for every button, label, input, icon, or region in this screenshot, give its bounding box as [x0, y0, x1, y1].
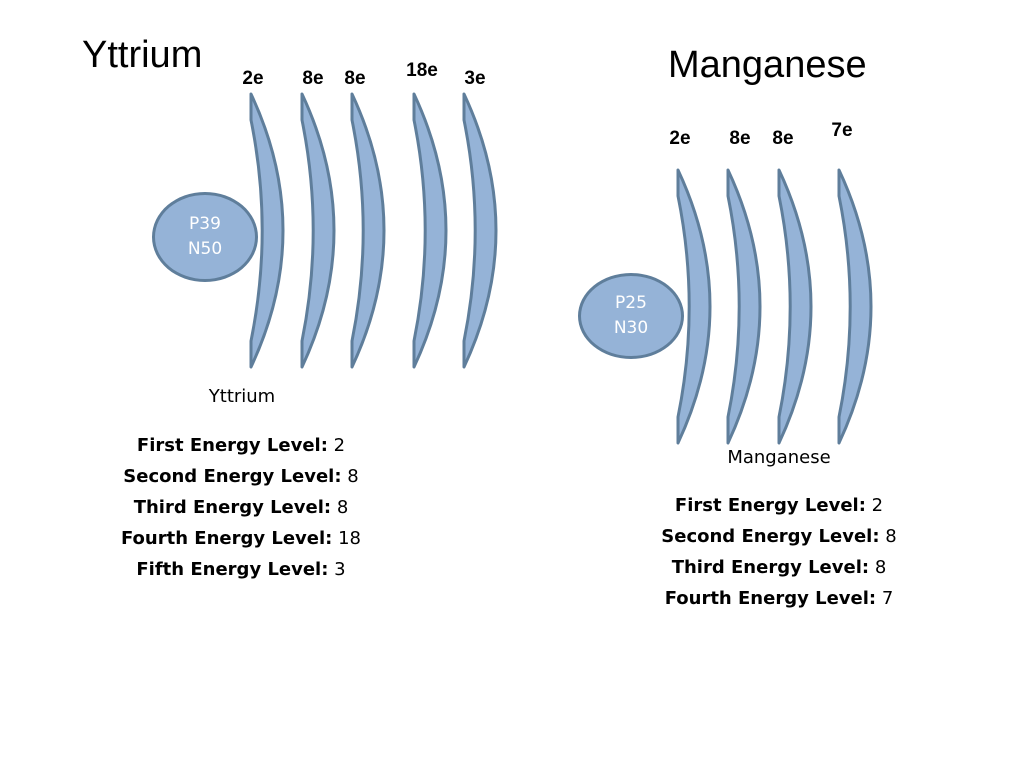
manganese-caption: Manganese [727, 447, 831, 468]
level-value: 7 [881, 588, 894, 609]
manganese-shell-label-2: 8e [729, 128, 751, 149]
yttrium-shell-label-5: 3e [464, 68, 486, 89]
level-value: 3 [334, 559, 346, 580]
yttrium-energy-levels: First Energy Level: 2 Second Energy Leve… [121, 430, 361, 585]
manganese-shell-arcs [676, 168, 873, 445]
level-label: First Energy Level: [136, 435, 328, 456]
manganese-proton-count: P25 [615, 293, 647, 313]
yttrium-shell-arc-1 [249, 92, 285, 369]
manganese-shell-arc-1 [676, 168, 712, 445]
yttrium-neutron-count: N50 [187, 239, 223, 259]
manganese-level-row: First Energy Level: 2 [661, 490, 896, 521]
yttrium-shell-arc-5 [462, 92, 498, 369]
manganese-title: Manganese [668, 44, 867, 86]
manganese-shell-arc-3 [777, 168, 813, 445]
manganese-shell-arc-4 [837, 168, 873, 445]
level-value: 2 [333, 435, 346, 456]
level-label: First Energy Level: [674, 495, 866, 516]
yttrium-shell-label-1: 2e [242, 68, 264, 89]
manganese-level-row: Third Energy Level: 8 [661, 552, 896, 583]
level-label: Second Energy Level: [661, 526, 880, 547]
manganese-shell-label-4: 7e [831, 120, 853, 141]
yttrium-level-row: Third Energy Level: 8 [121, 492, 361, 523]
yttrium-shell-label-3: 8e [344, 68, 366, 89]
yttrium-nucleus: P39 N50 [152, 192, 258, 282]
yttrium-level-row: Second Energy Level: 8 [121, 461, 361, 492]
yttrium-caption: Yttrium [208, 386, 276, 407]
level-label: Third Energy Level: [671, 557, 870, 578]
yttrium-shell-arc-3 [350, 92, 386, 369]
yttrium-shell-arc-2 [300, 92, 336, 369]
level-label: Fourth Energy Level: [120, 528, 333, 549]
level-value: 8 [336, 497, 349, 518]
yttrium-level-row: First Energy Level: 2 [121, 430, 361, 461]
yttrium-shell-arcs [249, 92, 498, 369]
yttrium-level-row: Fourth Energy Level: 18 [121, 523, 361, 554]
level-value: 2 [871, 495, 884, 516]
yttrium-shell-arc-4 [412, 92, 448, 369]
yttrium-shell-label-2: 8e [302, 68, 324, 89]
level-label: Fifth Energy Level: [136, 559, 329, 580]
manganese-level-row: Fourth Energy Level: 7 [661, 583, 896, 614]
manganese-shell-label-1: 2e [669, 128, 691, 149]
yttrium-title: Yttrium [82, 34, 203, 76]
level-label: Fourth Energy Level: [664, 588, 877, 609]
level-value: 8 [885, 526, 897, 547]
manganese-level-row: Second Energy Level: 8 [661, 521, 896, 552]
yttrium-shell-label-4: 18e [406, 60, 438, 81]
level-value: 18 [338, 528, 362, 549]
manganese-energy-levels: First Energy Level: 2 Second Energy Leve… [661, 490, 896, 614]
level-value: 8 [874, 557, 887, 578]
manganese-shell-label-3: 8e [772, 128, 794, 149]
yttrium-level-row: Fifth Energy Level: 3 [121, 554, 361, 585]
manganese-shell-arc-2 [726, 168, 762, 445]
level-value: 8 [347, 466, 359, 487]
manganese-nucleus: P25 N30 [578, 273, 684, 359]
level-label: Second Energy Level: [123, 466, 342, 487]
yttrium-proton-count: P39 [189, 214, 221, 234]
manganese-neutron-count: N30 [613, 318, 649, 338]
level-label: Third Energy Level: [133, 497, 332, 518]
